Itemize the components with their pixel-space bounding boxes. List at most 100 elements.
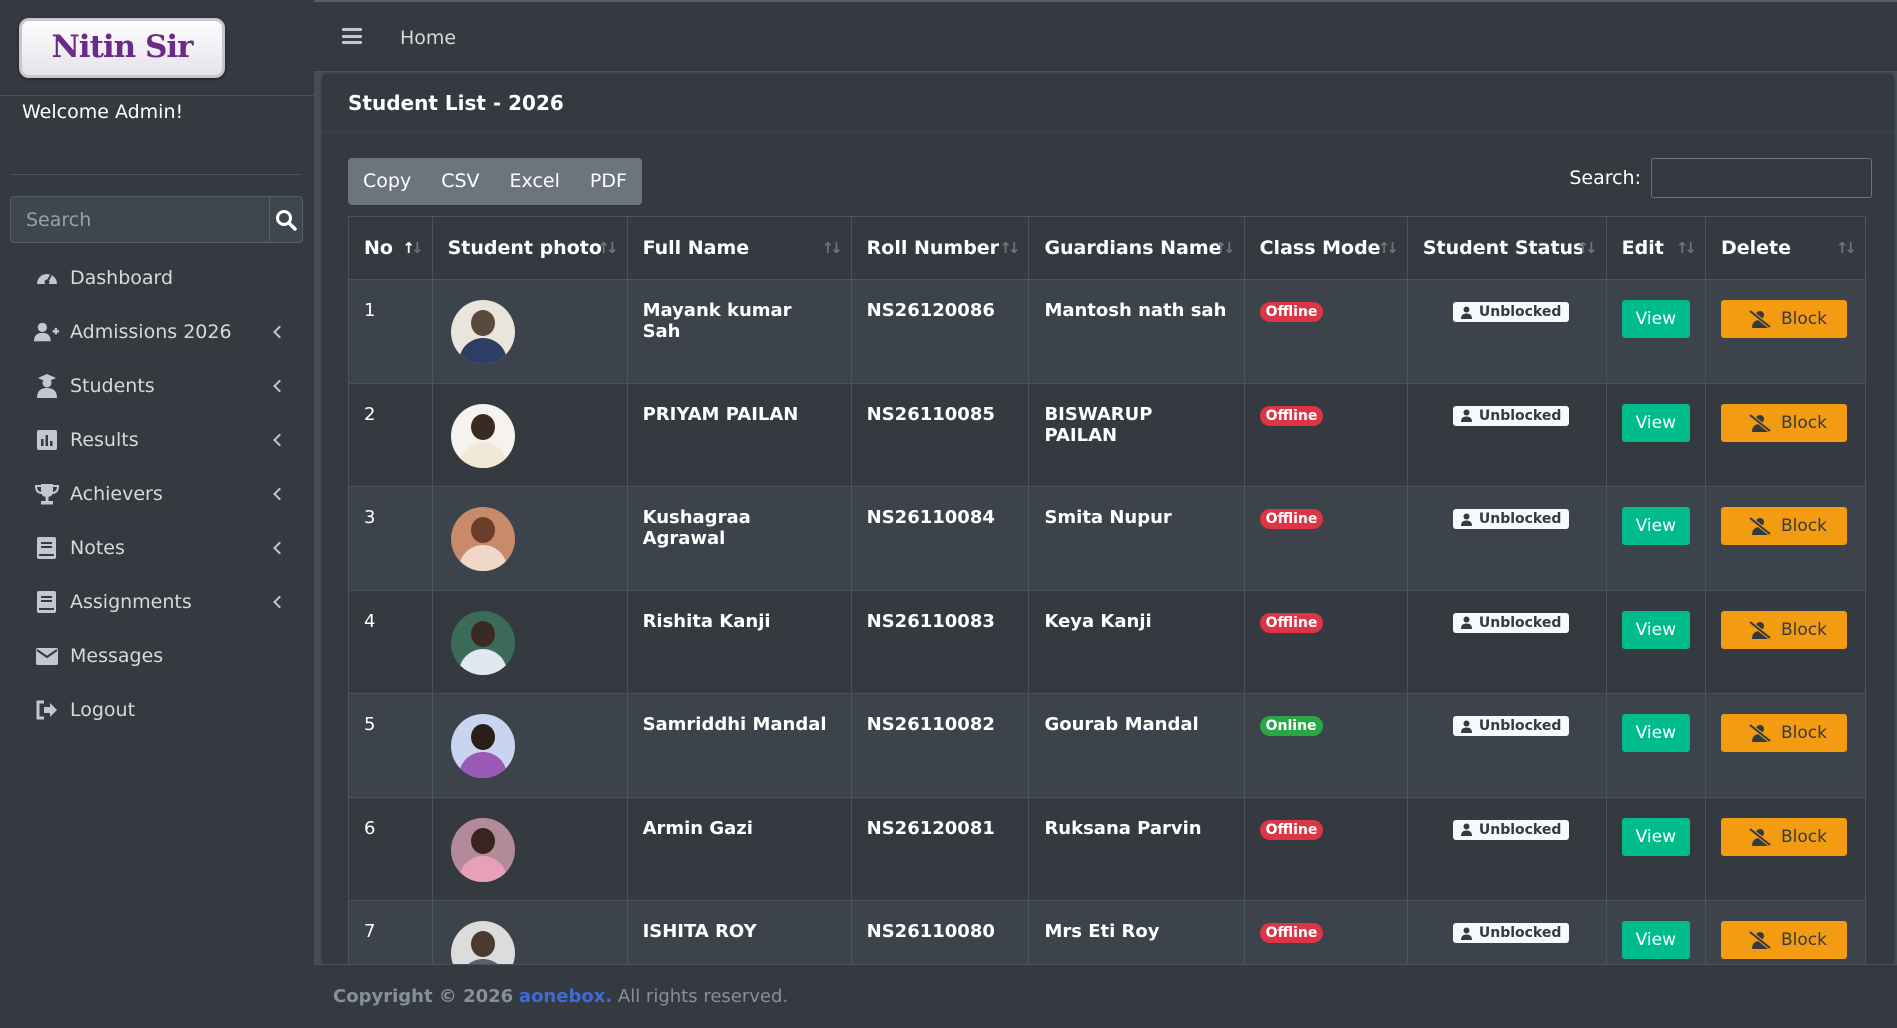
- avatar[interactable]: [450, 817, 515, 882]
- cell-class-mode: Offline: [1243, 796, 1408, 901]
- cell-full-name: Kushagraa Agrawal: [626, 486, 852, 591]
- footer-suffix: All rights reserved.: [617, 986, 789, 1007]
- cell-full-name: ISHITA ROY: [626, 900, 852, 964]
- sidebar-search-button[interactable]: [269, 196, 303, 243]
- tachometer-icon: [34, 265, 60, 291]
- class-mode-badge: Offline: [1259, 923, 1324, 943]
- card-header: Student List - 2026: [322, 74, 1894, 132]
- cell-no: 1: [348, 279, 433, 384]
- user-slash-icon: [1748, 724, 1771, 742]
- csv-button[interactable]: CSV: [441, 170, 480, 192]
- block-button[interactable]: Block: [1720, 817, 1847, 856]
- sort-icon: ↑↓: [1576, 239, 1597, 257]
- cell-class-mode: Online: [1243, 693, 1408, 798]
- avatar[interactable]: [450, 714, 515, 778]
- user-icon: [1460, 306, 1472, 319]
- sidebar-item-label: Dashboard: [70, 267, 174, 289]
- view-button[interactable]: View: [1621, 403, 1690, 442]
- view-button[interactable]: View: [1621, 921, 1690, 959]
- cell-guardian: Mantosh nath sah: [1028, 279, 1245, 384]
- avatar[interactable]: [450, 610, 515, 675]
- column-header-guardian[interactable]: Guardians Name ↑↓: [1028, 216, 1245, 280]
- sort-icon: ↑↓: [1214, 239, 1235, 257]
- student-table: No ↑↓ Student photo ↑↓ Full Name ↑↓ Roll Nu…: [348, 216, 1867, 964]
- sidebar-item-assignments[interactable]: Assignments: [0, 575, 314, 629]
- avatar[interactable]: [450, 921, 515, 964]
- logo[interactable]: Nitin Sir: [19, 18, 225, 78]
- book-icon: [34, 535, 60, 561]
- cell-edit: View: [1605, 900, 1706, 964]
- search-icon: [276, 209, 297, 231]
- sidebar-item-students[interactable]: Students: [0, 359, 314, 413]
- status-badge: Unblocked: [1452, 405, 1570, 426]
- cell-photo: [431, 693, 628, 798]
- sort-icon: ↑↓: [597, 239, 618, 257]
- sidebar-search-input[interactable]: [10, 196, 269, 243]
- column-header-status[interactable]: Student Status ↑↓: [1406, 216, 1607, 280]
- cell-edit: View: [1605, 486, 1706, 591]
- view-button[interactable]: View: [1621, 507, 1690, 545]
- column-header-edit[interactable]: Edit ↑↓: [1605, 216, 1706, 280]
- cell-edit: View: [1605, 589, 1706, 694]
- column-header-class-mode[interactable]: Class Mode ↑↓: [1243, 216, 1408, 280]
- sidebar-item-achievers[interactable]: Achievers: [0, 467, 314, 521]
- sidebar-item-notes[interactable]: Notes: [0, 521, 314, 575]
- table-row: 3 Kushagraa Agrawal NS26110084 Smita Nupur O…: [348, 486, 1867, 591]
- copy-button[interactable]: Copy: [363, 170, 412, 192]
- sort-icon: ↑↓: [1675, 239, 1697, 257]
- footer-link[interactable]: aonebox.: [518, 986, 613, 1007]
- column-header-no[interactable]: No ↑↓: [348, 216, 433, 280]
- avatar[interactable]: [450, 403, 515, 468]
- avatar[interactable]: [450, 507, 515, 571]
- brand: Nitin Sir: [0, 0, 314, 96]
- pdf-button[interactable]: PDF: [589, 170, 627, 192]
- block-button[interactable]: Block: [1720, 300, 1847, 338]
- view-button[interactable]: View: [1621, 817, 1690, 856]
- column-header-photo[interactable]: Student photo ↑↓: [431, 216, 628, 280]
- sidebar-item-results[interactable]: Results: [0, 413, 314, 467]
- chevron-left-icon: [273, 595, 286, 609]
- class-mode-badge: Offline: [1259, 819, 1324, 840]
- cell-status: Unblocked: [1406, 900, 1607, 964]
- cell-roll-number: NS26110082: [850, 693, 1030, 798]
- menu-toggle-icon[interactable]: [342, 28, 362, 44]
- export-buttons: Copy CSV Excel PDF: [348, 158, 642, 205]
- status-badge: Unblocked: [1452, 509, 1570, 529]
- sidebar-item-logout[interactable]: Logout: [0, 683, 314, 737]
- sidebar-item-label: Achievers: [70, 483, 163, 505]
- cell-full-name: Samriddhi Mandal: [626, 693, 852, 798]
- sidebar-divider: [10, 174, 302, 175]
- sidebar-item-dashboard[interactable]: Dashboard: [0, 251, 314, 305]
- topbar: Home: [314, 0, 1897, 72]
- block-button[interactable]: Block: [1720, 507, 1847, 545]
- table-row: 7 ISHITA ROY NS26110080 Mrs Eti Roy Offline U…: [348, 900, 1867, 964]
- home-link[interactable]: Home: [400, 27, 457, 49]
- column-header-full-name[interactable]: Full Name ↑↓: [626, 216, 852, 280]
- chart-bar-icon: [34, 427, 60, 453]
- block-button[interactable]: Block: [1720, 403, 1847, 442]
- column-header-delete[interactable]: Delete ↑↓: [1704, 216, 1867, 280]
- view-button[interactable]: View: [1621, 714, 1690, 752]
- block-button[interactable]: Block: [1720, 610, 1847, 649]
- user-icon: [1460, 927, 1472, 940]
- table-search-input[interactable]: [1651, 158, 1872, 198]
- cell-roll-number: NS26120081: [850, 796, 1030, 901]
- sidebar-item-label: Results: [70, 429, 139, 451]
- sidebar-item-admissions[interactable]: Admissions 2026: [0, 305, 314, 359]
- avatar[interactable]: [450, 300, 515, 364]
- footer: Copyright © 2026 aonebox. All rights res…: [314, 964, 1897, 1028]
- block-button[interactable]: Block: [1720, 714, 1847, 752]
- cell-photo: [431, 382, 628, 487]
- table-row: 1 Mayank kumar Sah NS26120086 Mantosh nath …: [348, 279, 1867, 384]
- sidebar-nav: Dashboard Admissions 2026 Students Resul…: [0, 251, 314, 737]
- user-graduate-icon: [34, 373, 60, 399]
- view-button[interactable]: View: [1621, 300, 1690, 338]
- sort-icon: ↑↓: [402, 239, 423, 257]
- block-button[interactable]: Block: [1720, 921, 1847, 959]
- view-button[interactable]: View: [1621, 610, 1690, 649]
- cell-no: 6: [348, 796, 433, 901]
- sidebar-item-messages[interactable]: Messages: [0, 629, 314, 683]
- column-header-roll-number[interactable]: Roll Number ↑↓: [850, 216, 1030, 280]
- cell-status: Unblocked: [1406, 796, 1607, 901]
- excel-button[interactable]: Excel: [509, 170, 560, 192]
